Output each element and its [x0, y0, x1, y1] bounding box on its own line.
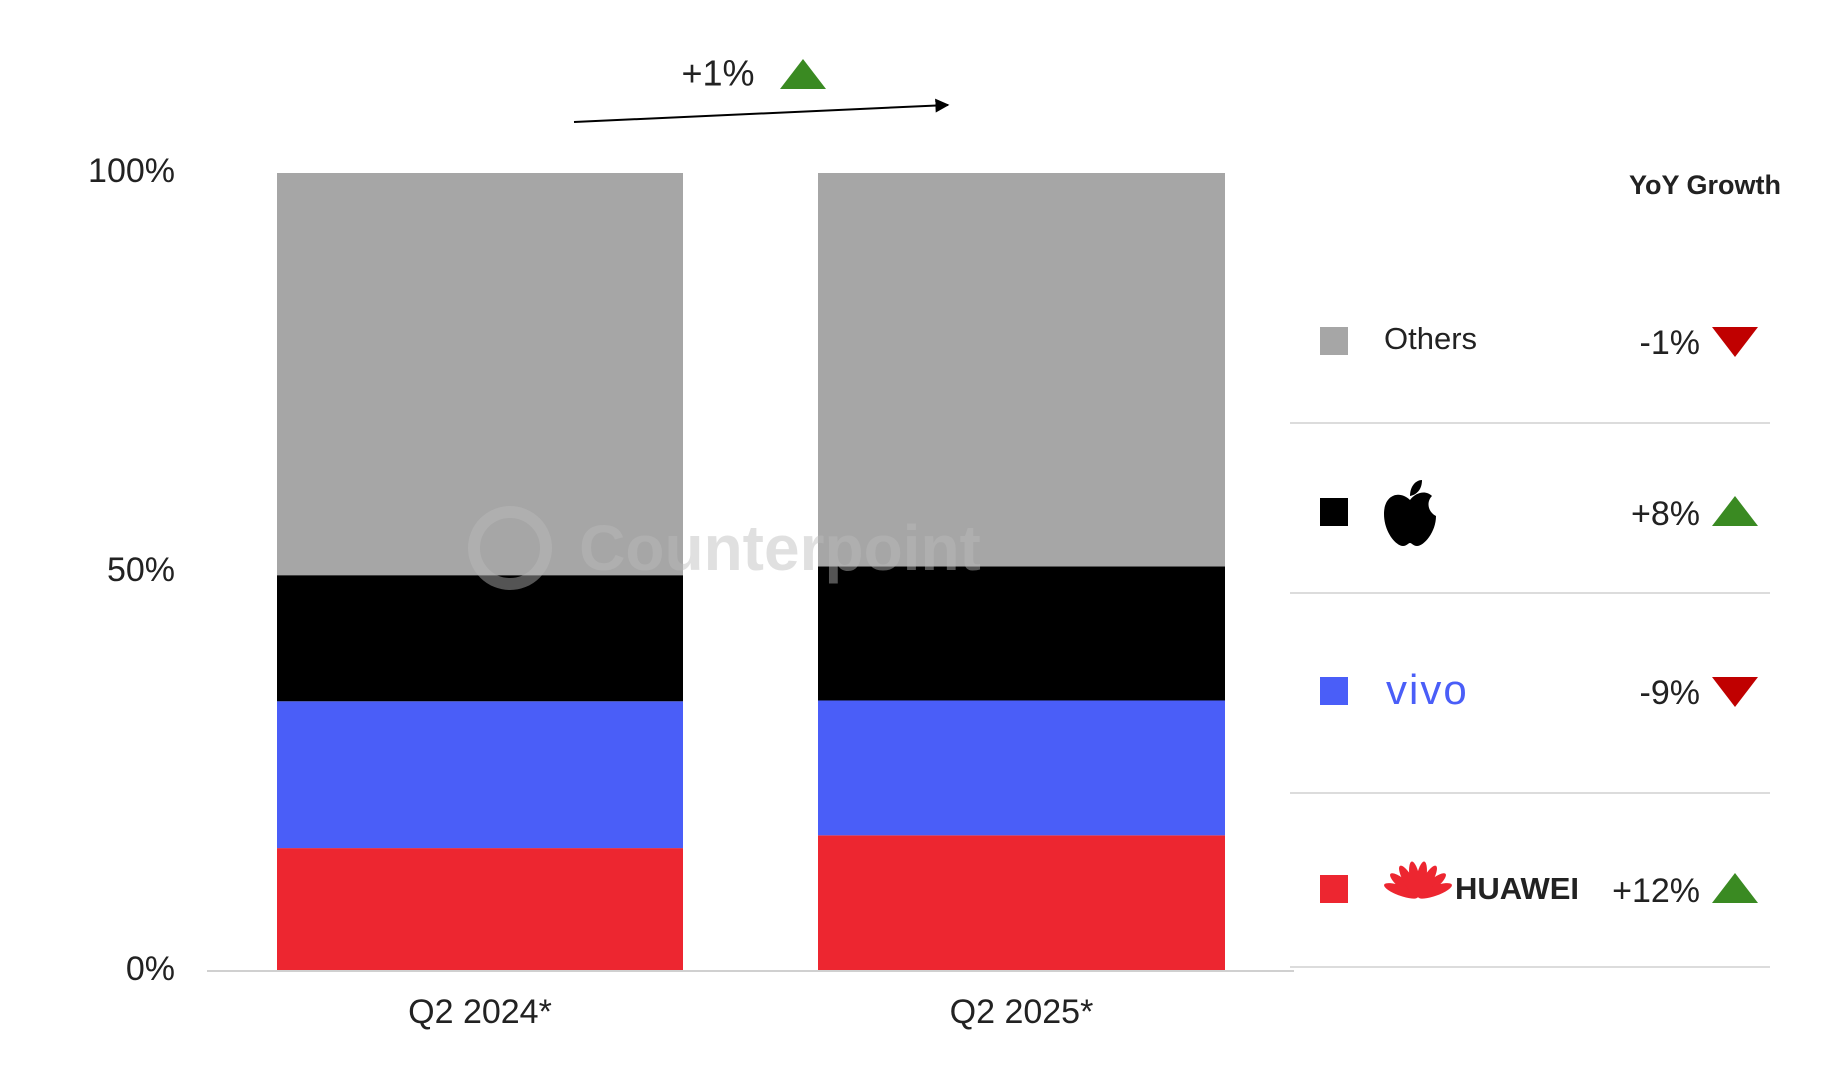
y-tick-label: 0%	[126, 950, 175, 988]
y-tick-label: 50%	[107, 551, 175, 589]
legend-title: YoY Growth	[1629, 170, 1781, 200]
growth-up	[780, 59, 826, 89]
x-tick-label: Q2 2024*	[408, 993, 552, 1031]
bar-segment	[277, 173, 683, 576]
bar-segment	[277, 575, 683, 702]
growth-label: +8%	[1631, 495, 1700, 533]
legend-label: vivo	[1386, 666, 1469, 713]
legend-swatch	[1320, 327, 1348, 355]
watermark-logo	[468, 506, 552, 590]
growth-label: +12%	[1612, 872, 1700, 910]
growth-up	[1712, 496, 1758, 526]
bar-segment	[818, 835, 1225, 971]
growth-label: -9%	[1640, 674, 1700, 712]
annotation: +1%	[681, 53, 754, 94]
bar-segment	[277, 848, 683, 971]
growth-up	[1712, 873, 1758, 903]
logo-petal	[1417, 883, 1452, 899]
bar-segment	[818, 173, 1225, 567]
y-tick-label: 100%	[88, 152, 175, 190]
growth-label: -1%	[1640, 324, 1700, 362]
trend-arrow	[573, 98, 950, 123]
growth-down	[1712, 327, 1758, 357]
apple-body	[1384, 492, 1436, 546]
bar-segment	[818, 566, 1225, 701]
bar-segment	[277, 701, 683, 849]
legend-swatch	[1320, 677, 1348, 705]
apple-logo	[1384, 480, 1436, 546]
apple-leaf	[1410, 480, 1422, 496]
bar-segment	[818, 700, 1225, 836]
growth-down	[1712, 677, 1758, 707]
legend-swatch	[1320, 498, 1348, 526]
huawei-logo	[1384, 861, 1452, 899]
legend-label: Others	[1384, 321, 1477, 356]
watermark: Counterpoint	[579, 512, 981, 584]
legend-label: HUAWEI	[1455, 871, 1579, 906]
x-tick-label: Q2 2025*	[950, 993, 1094, 1031]
legend-swatch	[1320, 875, 1348, 903]
